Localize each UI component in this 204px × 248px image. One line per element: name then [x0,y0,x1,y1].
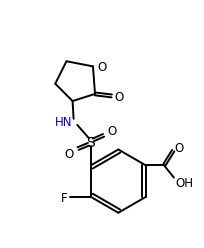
Text: O: O [107,125,116,138]
Text: F: F [61,192,68,205]
Text: OH: OH [175,177,193,190]
Text: HN: HN [55,117,73,129]
Text: O: O [174,142,184,155]
Text: O: O [64,149,74,161]
Text: O: O [97,61,106,74]
Text: S: S [86,136,95,150]
Text: O: O [114,91,123,104]
